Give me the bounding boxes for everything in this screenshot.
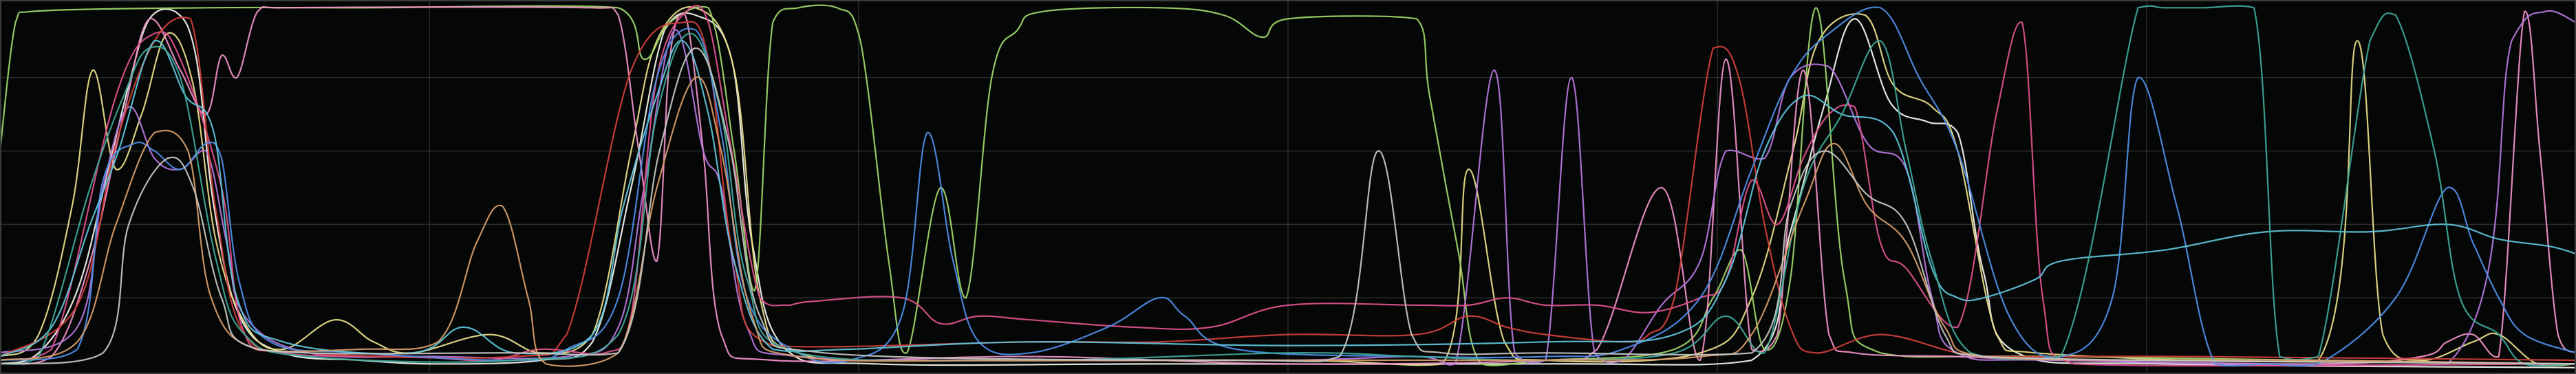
series-line-12	[0, 47, 2576, 365]
series-line-8	[0, 6, 2576, 367]
series-line-4	[0, 6, 2576, 365]
series-group	[0, 4, 2576, 368]
series-line-9	[0, 40, 2576, 358]
series-line-7	[0, 16, 2576, 362]
